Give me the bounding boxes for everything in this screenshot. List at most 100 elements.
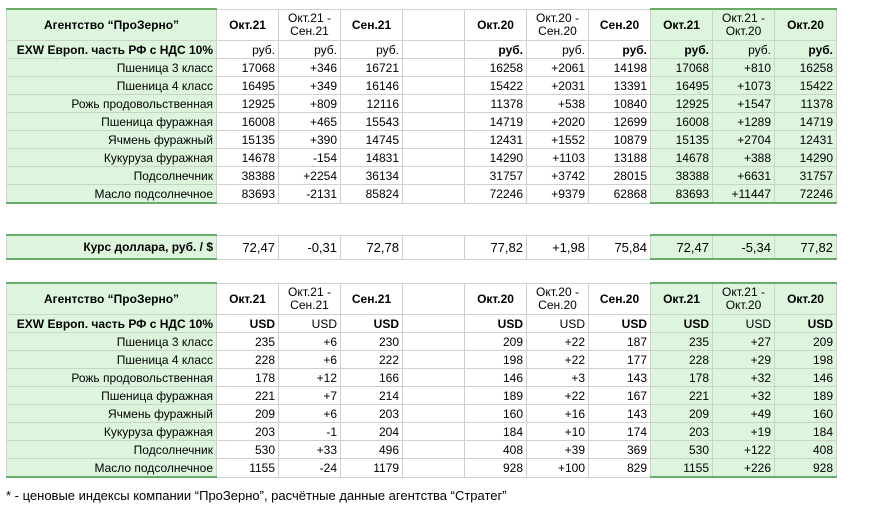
unit-cell: руб. [464, 40, 527, 59]
column-header: Окт.20 [464, 8, 527, 41]
value-cell: 31757 [464, 166, 527, 185]
value-cell: 15422 [774, 76, 837, 95]
value-cell: +1547 [712, 94, 775, 113]
exchange-rate-table: Курс доллара, руб. / $72,47 -0,31 72,78 77,… [6, 234, 837, 260]
value-cell: 235 [216, 332, 279, 351]
value-cell: +1103 [526, 148, 589, 167]
value-cell [402, 404, 465, 423]
value-cell: 14678 [216, 148, 279, 167]
value-cell: +6 [278, 404, 341, 423]
value-cell: 16258 [774, 58, 837, 77]
table-title: Агентство “ПроЗерно” [6, 282, 217, 315]
value-cell: 178 [650, 368, 713, 387]
value-cell: 1179 [340, 458, 403, 478]
value-cell [402, 350, 465, 369]
unit-cell: USD [650, 314, 713, 333]
value-cell: 222 [340, 350, 403, 369]
column-header: Окт.21 [650, 8, 713, 41]
column-header [402, 282, 465, 315]
value-cell: 12925 [650, 94, 713, 113]
value-cell: 14678 [650, 148, 713, 167]
rate-value: 75,84 [588, 234, 651, 260]
value-cell: +388 [712, 148, 775, 167]
rate-value: 77,82 [464, 234, 527, 260]
row-label: Пшеница 3 класс [6, 58, 217, 77]
value-cell: +2704 [712, 130, 775, 149]
rate-value: 72,47 [650, 234, 713, 260]
value-cell: +10 [526, 422, 589, 441]
value-cell: 16721 [340, 58, 403, 77]
row-label: Подсолнечник [6, 440, 217, 459]
row-label: Пшеница фуражная [6, 112, 217, 131]
value-cell: +33 [278, 440, 341, 459]
value-cell: 198 [774, 350, 837, 369]
value-cell: 189 [774, 386, 837, 405]
value-cell: 10840 [588, 94, 651, 113]
value-cell: 221 [650, 386, 713, 405]
column-header [402, 8, 465, 41]
unit-cell: руб. [712, 40, 775, 59]
value-cell: +810 [712, 58, 775, 77]
value-cell: 62868 [588, 184, 651, 204]
column-header: Окт.21 [216, 8, 279, 41]
rub-price-table: Агентство “ПроЗерно” Окт.21 Окт.21 - Сен.21… [6, 8, 837, 204]
unit-cell: руб. [216, 40, 279, 59]
value-cell [402, 148, 465, 167]
value-cell: 496 [340, 440, 403, 459]
value-cell: +390 [278, 130, 341, 149]
value-cell: 16258 [464, 58, 527, 77]
value-cell: 209 [464, 332, 527, 351]
value-cell [402, 166, 465, 185]
value-cell: 408 [464, 440, 527, 459]
rate-value: -0,31 [278, 234, 341, 260]
value-cell: 928 [774, 458, 837, 478]
value-cell: +3 [526, 368, 589, 387]
row-label: Кукуруза фуражная [6, 148, 217, 167]
rate-value: +1,98 [526, 234, 589, 260]
value-cell: +2031 [526, 76, 589, 95]
value-cell: 203 [216, 422, 279, 441]
row-label: Масло подсолнечное [6, 458, 217, 478]
value-cell: 16008 [216, 112, 279, 131]
value-cell: +7 [278, 386, 341, 405]
row-label: Пшеница 4 класс [6, 76, 217, 95]
value-cell: +6631 [712, 166, 775, 185]
row-label: Пшеница 4 класс [6, 350, 217, 369]
value-cell: 146 [464, 368, 527, 387]
column-header: Окт.21 [650, 282, 713, 315]
value-cell: 28015 [588, 166, 651, 185]
value-cell: +19 [712, 422, 775, 441]
value-cell: 14745 [340, 130, 403, 149]
value-cell: +6 [278, 332, 341, 351]
column-header: Сен.20 [588, 282, 651, 315]
value-cell [402, 58, 465, 77]
column-header: Окт.20 - Сен.20 [526, 282, 589, 315]
value-cell: 228 [650, 350, 713, 369]
value-cell: 184 [464, 422, 527, 441]
value-cell: +346 [278, 58, 341, 77]
unit-cell: руб. [278, 40, 341, 59]
value-cell: -1 [278, 422, 341, 441]
value-cell: 16495 [650, 76, 713, 95]
value-cell: +465 [278, 112, 341, 131]
value-cell: +349 [278, 76, 341, 95]
value-cell: 15135 [650, 130, 713, 149]
unit-cell: USD [774, 314, 837, 333]
value-cell: 16495 [216, 76, 279, 95]
value-cell: 13188 [588, 148, 651, 167]
value-cell [402, 368, 465, 387]
column-header: Окт.20 [774, 8, 837, 41]
value-cell [402, 130, 465, 149]
value-cell: 83693 [216, 184, 279, 204]
value-cell: 14719 [464, 112, 527, 131]
column-header: Окт.21 - Окт.20 [712, 8, 775, 41]
value-cell: 221 [216, 386, 279, 405]
value-cell: 14290 [464, 148, 527, 167]
value-cell: +16 [526, 404, 589, 423]
value-cell: 174 [588, 422, 651, 441]
value-cell: +27 [712, 332, 775, 351]
value-cell: 198 [464, 350, 527, 369]
value-cell: 928 [464, 458, 527, 478]
value-cell: 167 [588, 386, 651, 405]
value-cell: -24 [278, 458, 341, 478]
